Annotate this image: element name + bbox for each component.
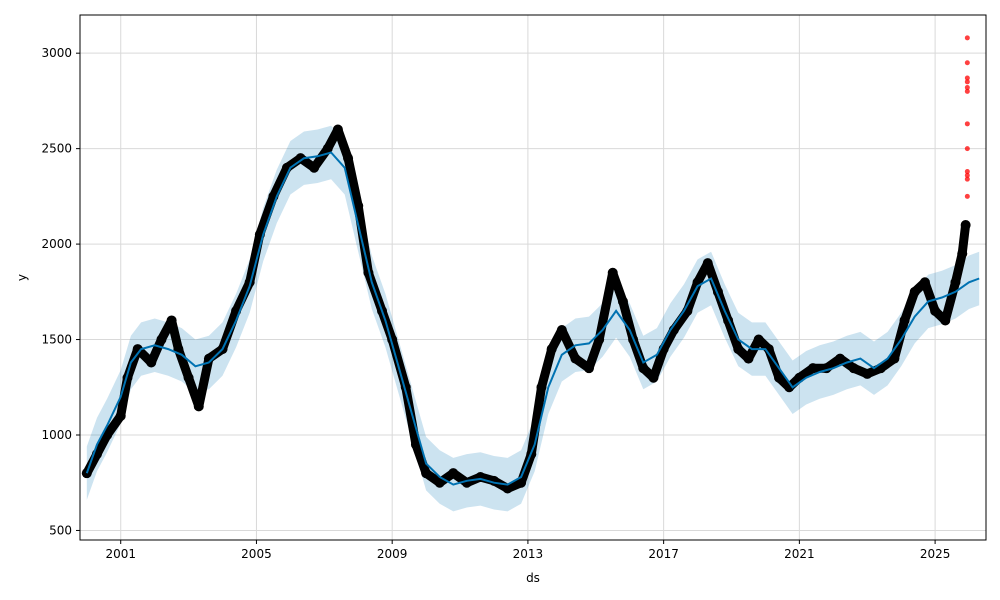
outlier-point [964, 121, 970, 127]
y-tick-label: 1500 [41, 333, 72, 347]
y-tick-label: 2000 [41, 237, 72, 251]
outlier-point [964, 60, 970, 66]
outlier-point [964, 172, 970, 178]
outlier-points [964, 35, 970, 199]
outlier-point [964, 88, 970, 94]
forecast-line-path [85, 151, 980, 486]
y-axis-ticks: 500 1000 1500 2000 2500 3000 [41, 46, 80, 537]
forecast-line [85, 151, 980, 486]
x-tick-label: 2025 [920, 547, 951, 561]
x-axis-label: ds [526, 571, 540, 585]
y-tick-label: 1000 [41, 428, 72, 442]
outlier-point [964, 79, 970, 85]
outlier-point [964, 35, 970, 41]
x-tick-label: 2017 [648, 547, 679, 561]
outlier-point [964, 176, 970, 182]
y-tick-label: 3000 [41, 46, 72, 60]
y-axis-label: y [15, 274, 29, 281]
x-tick-label: 2013 [513, 547, 544, 561]
outlier-point [964, 75, 970, 81]
plot-frame [79, 14, 987, 541]
y-tick-label: 500 [49, 523, 72, 537]
x-tick-label: 2001 [105, 547, 136, 561]
outlier-point [964, 193, 970, 199]
outlier-point [964, 85, 970, 91]
x-tick-label: 2009 [377, 547, 408, 561]
outlier-point [964, 146, 970, 152]
x-axis-ticks: 2001 2005 2009 2013 2017 2021 2025 [105, 540, 950, 561]
y-tick-label: 2500 [41, 142, 72, 156]
outlier-point [964, 169, 970, 175]
x-tick-label: 2021 [784, 547, 815, 561]
x-tick-label: 2005 [241, 547, 272, 561]
